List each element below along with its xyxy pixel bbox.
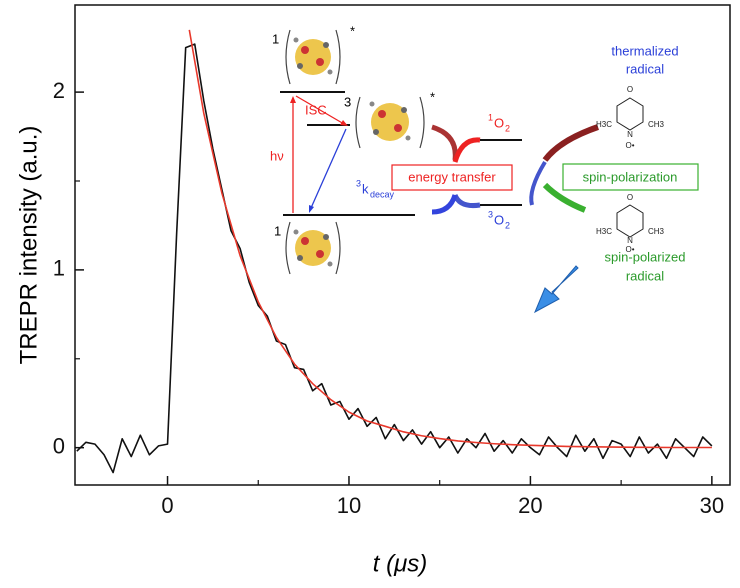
box	[391, 164, 513, 191]
atom: N	[627, 130, 633, 139]
arrow-decay	[310, 128, 347, 209]
y-tick-label: 0	[53, 433, 65, 458]
curve-arrow	[431, 124, 458, 161]
x-axis-label: t (μs)	[373, 550, 427, 577]
plot-area: 0 10 20 30 0 1 2	[53, 29, 724, 518]
atom: CH3	[648, 120, 665, 129]
atom: O	[627, 85, 633, 94]
arrowhead	[309, 205, 314, 213]
label: k	[362, 181, 369, 196]
label: *	[430, 89, 435, 104]
curve-arrow	[529, 160, 547, 206]
data-line	[76, 43, 713, 474]
x-tick-label: 30	[700, 493, 724, 518]
label: radical	[626, 268, 664, 283]
y-tick-label: 1	[53, 256, 65, 281]
arrow-isc	[295, 95, 345, 125]
molecule-triplet	[355, 96, 425, 149]
atom: H3C	[596, 120, 612, 129]
atom: H3C	[596, 227, 612, 236]
box	[562, 163, 699, 191]
inset-diagram: 1 * 3 * 1 ISC hν 3 k decay energy transf…	[270, 23, 699, 314]
label: 1	[488, 112, 493, 122]
label: O	[494, 115, 504, 130]
label: hν	[270, 148, 284, 163]
arrowhead	[290, 96, 296, 103]
plot-frame	[74, 4, 731, 486]
label: energy transfer	[408, 169, 496, 184]
label: thermalized	[611, 43, 678, 58]
label: spin-polarized	[605, 249, 686, 264]
label: spin-polarization	[583, 169, 678, 184]
label: 1	[272, 31, 279, 46]
label: decay	[370, 189, 395, 199]
structure-top: O N O• H3C CH3	[596, 85, 665, 150]
label: 3	[488, 209, 493, 219]
label: *	[350, 23, 355, 38]
curve-arrow	[542, 182, 587, 213]
label: 1	[274, 223, 281, 238]
label: 3	[344, 94, 351, 109]
big-arrow	[533, 265, 579, 314]
x-tick-label: 10	[337, 493, 361, 518]
label: radical	[626, 61, 664, 76]
curve-arrow	[542, 124, 599, 162]
curve-arrow	[452, 137, 481, 163]
y-axis-label: TREPR intensity (a.u.)	[15, 126, 42, 365]
molecule-excited	[285, 29, 341, 85]
x-tick-label: 20	[518, 493, 542, 518]
atom: CH3	[648, 227, 665, 236]
arrowhead	[340, 120, 348, 126]
label: 2	[505, 123, 510, 133]
curve-arrow	[452, 193, 481, 208]
atom: O•	[625, 245, 634, 254]
atom: O•	[625, 141, 634, 150]
y-tick-label: 2	[53, 78, 65, 103]
label: ISC	[305, 102, 327, 117]
data-line	[188, 29, 712, 449]
molecule-ground	[285, 221, 341, 275]
atom: N	[627, 236, 633, 245]
curve-arrow	[431, 194, 458, 215]
x-tick-label: 0	[161, 493, 173, 518]
label: 3	[356, 178, 361, 188]
label: O	[494, 212, 504, 227]
structure-bottom: O N O• H3C CH3	[596, 193, 665, 254]
label: 2	[505, 220, 510, 230]
atom: O	[627, 193, 633, 202]
